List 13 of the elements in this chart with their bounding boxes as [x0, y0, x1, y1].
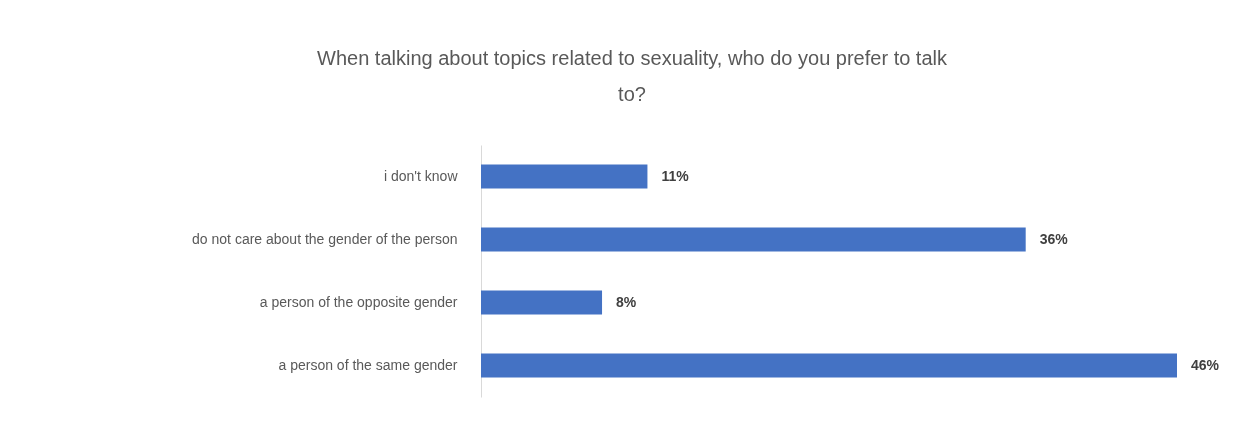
data-label: 46% [1191, 356, 1220, 373]
bar [481, 353, 1177, 378]
data-label: 11% [661, 167, 690, 184]
y-tick-label: do not care about the gender of the person [192, 230, 458, 247]
bar [481, 290, 603, 315]
y-tick-label: a person of the opposite gender [259, 293, 458, 310]
y-tick-label: i don't know [384, 167, 459, 184]
data-label: 8% [616, 293, 637, 310]
y-tick-label: a person of the same gender [278, 356, 458, 373]
data-label: 36% [1039, 230, 1069, 247]
chart-title: When talking about topics related to sexuality, who do you prefer to talk to? [317, 47, 948, 105]
bar [481, 227, 1026, 252]
bar [481, 164, 648, 189]
